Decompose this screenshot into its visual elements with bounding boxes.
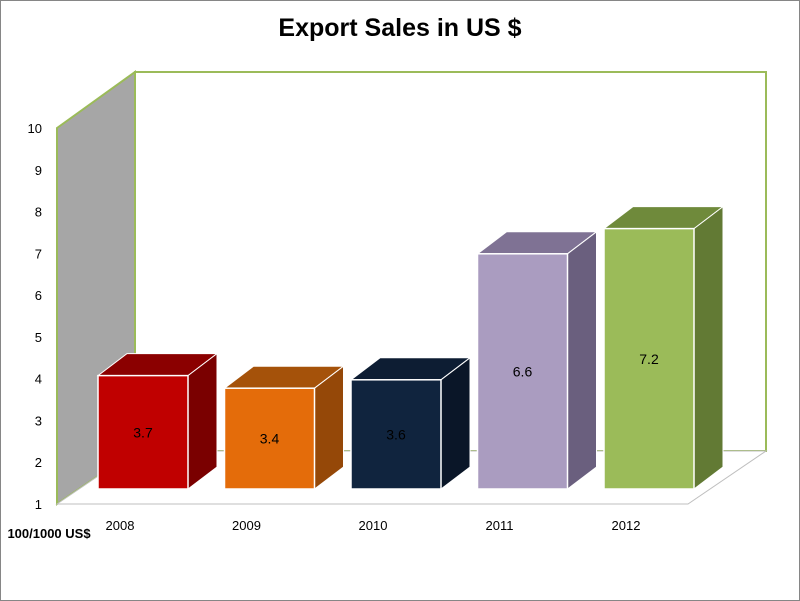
y-tick-label: 2 (35, 455, 42, 470)
y-tick-label: 9 (35, 163, 42, 178)
y-tick-label: 8 (35, 205, 42, 220)
y-tick-label: 3 (35, 413, 42, 428)
y-tick-label: 4 (35, 372, 42, 387)
bar-side-face (567, 230, 597, 491)
data-label: 3.7 (133, 424, 153, 440)
bar-side-face (314, 365, 344, 491)
y-tick-label: 6 (35, 288, 42, 303)
x-category-label: 2011 (486, 518, 514, 533)
x-category-label: 2010 (359, 518, 388, 533)
bar (223, 387, 316, 490)
bar-side-face (440, 356, 471, 491)
x-category-label: 2008 (106, 518, 135, 533)
bar (476, 253, 569, 490)
bar (603, 227, 695, 490)
data-label: 3.4 (260, 431, 280, 447)
data-label: 6.6 (513, 363, 533, 379)
y-tick-label: 10 (28, 121, 42, 136)
bar (97, 374, 189, 490)
data-label: 3.6 (386, 426, 406, 442)
data-label: 7.2 (639, 351, 659, 367)
y-tick-label: 5 (35, 330, 42, 345)
y-tick-label: 1 (35, 497, 42, 512)
y-tick-label: 7 (35, 246, 42, 261)
y-axis-unit-label: 100/1000 US$ (7, 526, 91, 541)
bar-side-face (187, 352, 218, 491)
bar (350, 379, 442, 490)
x-category-label: 2009 (232, 518, 261, 533)
bar-side-face (693, 205, 724, 491)
x-category-label: 2012 (612, 518, 641, 533)
chart-title: Export Sales in US $ (278, 14, 522, 42)
